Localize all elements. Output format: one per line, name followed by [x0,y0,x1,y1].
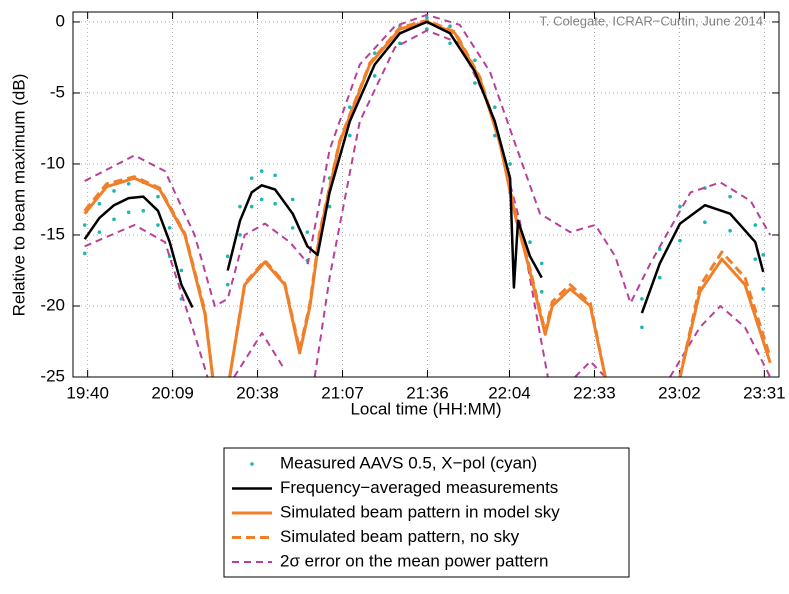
y-tick-label: -15 [40,224,65,243]
measured-point [372,51,377,55]
measured-point [156,194,160,199]
y-axis-label: Relative to beam maximum (dB) [9,74,28,317]
legend-label: 2σ error on the mean power pattern [280,551,548,570]
x-tick-label: 21:36 [406,383,449,402]
x-tick-label: 23:02 [658,383,701,402]
measured-point [305,230,310,234]
plot-frame [72,11,780,378]
x-tick-label: 20:09 [151,383,194,402]
measured-point [508,162,512,166]
measured-point [539,289,544,294]
measured-point [167,226,172,230]
series-line [84,224,209,377]
x-tick-label: 22:33 [573,383,616,402]
measured-point [539,261,544,266]
x-tick-label: 23:31 [743,383,786,402]
series-line [574,360,607,377]
legend-label: Simulated beam pattern, no sky [280,527,520,546]
measured-point [97,230,102,234]
measured-point [448,41,452,46]
series-line [233,332,286,377]
measured-point [225,282,230,287]
y-tick-label: -10 [40,153,65,172]
measured-point [761,287,765,291]
measured-point [112,217,116,222]
measured-point [703,220,707,224]
measured-point [528,240,532,244]
measured-point [657,247,662,251]
measured-point [372,74,377,78]
measured-point [657,275,662,280]
measured-point [97,201,102,206]
y-tick-label: -25 [40,366,65,385]
x-tick-label: 20:38 [236,383,279,402]
measured-point [82,251,87,256]
legend-label: Measured AAVS 0.5, X−pol (cyan) [280,453,537,472]
y-tick-label: -5 [50,82,65,101]
series-line [678,257,772,377]
series-line [83,195,194,308]
measured-point [238,233,242,237]
measured-point [678,238,682,243]
measured-point [348,105,352,109]
measured-point [327,204,332,209]
legend-label: Simulated beam pattern in model sky [280,502,560,521]
measured-point [640,297,644,301]
measured-point [290,226,295,230]
x-tick-label: 22:04 [488,383,531,402]
measured-point [728,228,732,233]
measured-point [290,197,295,202]
measured-point [249,204,254,209]
x-axis-label: Local time (HH:MM) [350,399,501,418]
measured-point [678,204,682,209]
series-line [226,20,543,289]
legend-label: Frequency−averaged measurements [280,478,558,497]
measured-point [448,24,452,29]
measured-point [126,210,131,215]
measured-point [141,209,146,213]
series-line [84,13,772,307]
x-tick-label: 19:40 [66,383,109,402]
x-tick-label: 21:07 [321,383,364,402]
y-tick-label: 0 [56,11,65,30]
series-line [640,203,765,314]
measured-point [156,223,160,227]
measured-point [259,197,264,202]
measured-point [273,201,277,206]
measured-point [259,169,264,173]
measured-point [640,325,644,330]
measured-point [473,58,477,63]
y-tick-label: -20 [40,295,65,314]
plot-area [73,12,779,377]
series-line [313,29,549,377]
measured-point [728,194,732,199]
measured-point [112,189,116,193]
legend-marker [250,462,254,466]
measured-point [225,254,230,259]
measured-point [82,223,87,227]
measured-point [249,176,254,180]
plot-marks [82,13,772,377]
measured-point [761,253,765,257]
series-line [83,176,215,377]
measured-point [753,257,758,261]
measured-point [126,182,131,186]
legend-box [223,447,630,578]
measured-point [179,268,184,273]
measured-point [273,173,277,178]
measured-point [753,223,758,227]
measured-point [348,133,352,138]
measured-point [238,204,242,209]
measured-point [493,105,497,109]
series-line [669,305,772,377]
annotation: T. Colegate, ICRAR−Curtin, June 2014 [539,13,763,28]
measured-point [425,15,429,20]
measured-point [473,81,477,85]
